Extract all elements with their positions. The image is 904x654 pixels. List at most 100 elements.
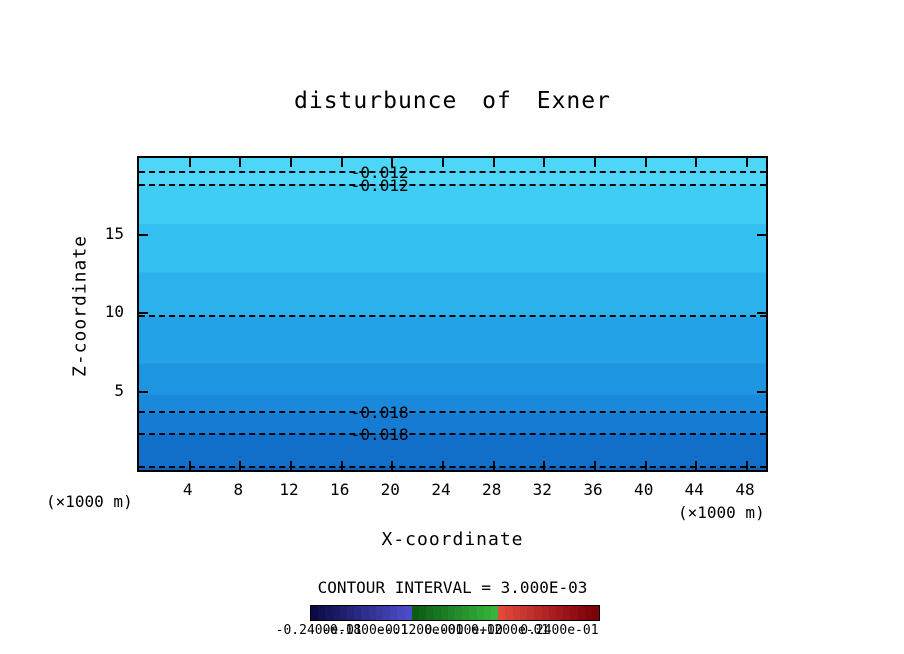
x-axis-tick: [492, 461, 495, 470]
colorbar: [310, 605, 600, 621]
colorbar-segment: [512, 606, 520, 620]
y-axis-tick: [757, 233, 766, 236]
x-axis-title: X-coordinate: [381, 529, 524, 550]
contour-line-label: -0.018: [350, 424, 409, 444]
x-axis-tick-labels: 4 8 12 16 20 24 28 32 36 40 44 48: [137, 480, 768, 500]
y-axis-units-label: (×1000 m): [46, 492, 133, 511]
colorbar-segment: [584, 606, 592, 620]
colorbar-segment: [390, 606, 398, 620]
x-axis-tick: [391, 461, 394, 470]
colorbar-segment: [498, 606, 506, 620]
x-axis-tick: [543, 461, 546, 470]
colorbar-segment: [332, 606, 340, 620]
x-axis-tick: [644, 461, 647, 470]
colorbar-segment: [519, 606, 528, 620]
y-axis-tick-labels: 15 10 5: [88, 156, 130, 472]
x-axis-tick: [188, 461, 191, 470]
colorbar-value-label: 0.2400e-01: [520, 623, 599, 638]
y-axis-tick: [757, 312, 766, 315]
colorbar-segment: [447, 606, 456, 620]
x-axis-tick: [746, 158, 748, 167]
colorbar-segment: [318, 606, 326, 620]
x-tick-label: 48: [735, 480, 755, 499]
x-axis-tick: [442, 158, 444, 167]
x-tick-label: 44: [684, 480, 704, 499]
x-tick-label: 12: [279, 480, 299, 499]
colorbar-segment: [347, 606, 355, 620]
colorbar-segment: [570, 606, 578, 620]
colorbar-segment: [563, 606, 571, 620]
colorbar-value-label: -0.1800e-01: [322, 623, 409, 638]
colorbar-segment: [483, 606, 492, 620]
contour-line: [139, 315, 766, 318]
x-tick-label: 32: [532, 480, 552, 499]
colorbar-segment: [491, 606, 499, 620]
colorbar-segment: [354, 606, 362, 620]
contour-line-label: -0.012: [350, 163, 409, 183]
colorbar-value-label: -0.1200e-01: [377, 623, 464, 638]
contour-line: [139, 432, 766, 435]
colorbar-value-label: -0.2400e-01: [275, 623, 362, 638]
colorbar-segment: [325, 606, 333, 620]
x-axis-tick: [239, 158, 242, 167]
x-tick-label: 4: [182, 480, 193, 499]
x-axis-tick: [695, 461, 698, 470]
x-axis-units-label: (×1000 m): [678, 503, 765, 522]
contour-interval-note: CONTOUR INTERVAL = 3.000E-03: [317, 578, 588, 597]
colorbar-segment: [462, 606, 470, 620]
x-axis-tick: [239, 461, 242, 470]
x-axis-tick: [442, 461, 444, 470]
colorbar-segment: [426, 606, 434, 620]
colorbar-segment: [404, 606, 412, 620]
colorbar-segment: [469, 606, 477, 620]
colorbar-segment: [311, 606, 319, 620]
x-axis-tick: [290, 158, 292, 167]
x-tick-label: 20: [380, 480, 400, 499]
colorbar-segment: [375, 606, 384, 620]
x-axis-tick: [492, 158, 495, 167]
contour-line: [139, 183, 766, 186]
x-axis-tick: [340, 461, 343, 470]
colorbar-segment: [548, 606, 556, 620]
x-axis-tick: [188, 158, 191, 167]
x-tick-label: 16: [330, 480, 350, 499]
contour-line-label: -0.012: [350, 175, 409, 195]
colorbar-segment: [419, 606, 427, 620]
contour-line-label: -0.018: [350, 403, 409, 422]
x-tick-label: 40: [634, 480, 654, 499]
colorbar-segment: [433, 606, 441, 620]
colorbar-segment: [577, 606, 585, 620]
colorbar-segment: [339, 606, 348, 620]
colorbar-segment: [361, 606, 369, 620]
y-axis-tick: [139, 233, 148, 236]
colorbar-segment: [397, 606, 405, 620]
x-tick-label: 8: [233, 480, 244, 499]
colorbar-value-label: 0.1200e-01: [470, 623, 550, 638]
x-tick-label: 24: [431, 480, 451, 499]
colorbar-segment: [455, 606, 463, 620]
contour-line: [139, 411, 766, 413]
colorbar-value-label: 0.0000e+00: [424, 623, 503, 638]
colorbar-segment: [534, 606, 542, 620]
x-tick-label: 28: [482, 480, 502, 499]
colorbar-segment: [527, 606, 535, 620]
x-axis-tick: [695, 158, 698, 167]
y-tick-label: 10: [104, 302, 124, 322]
plot-area: -0.012 -0.012 -0.018 -0.018: [137, 156, 768, 472]
y-tick-label: 5: [114, 380, 124, 400]
y-axis-tick: [757, 390, 766, 393]
contour-line: [139, 465, 766, 468]
x-axis-tick: [391, 158, 394, 167]
colorbar-segment: [541, 606, 549, 620]
colorbar-segment: [505, 606, 513, 620]
y-tick-label: 15: [104, 223, 124, 243]
x-tick-label: 36: [583, 480, 603, 499]
y-axis-tick: [139, 312, 148, 315]
x-axis-tick: [340, 158, 343, 167]
colorbar-tick-labels: -0.2400e-01 -0.1800e-01 -0.1200e-01 0.0000e…: [276, 623, 600, 641]
contour-line: [139, 171, 766, 174]
x-axis-tick: [746, 461, 748, 470]
y-axis-tick: [139, 390, 148, 393]
colorbar-segment: [383, 606, 391, 620]
